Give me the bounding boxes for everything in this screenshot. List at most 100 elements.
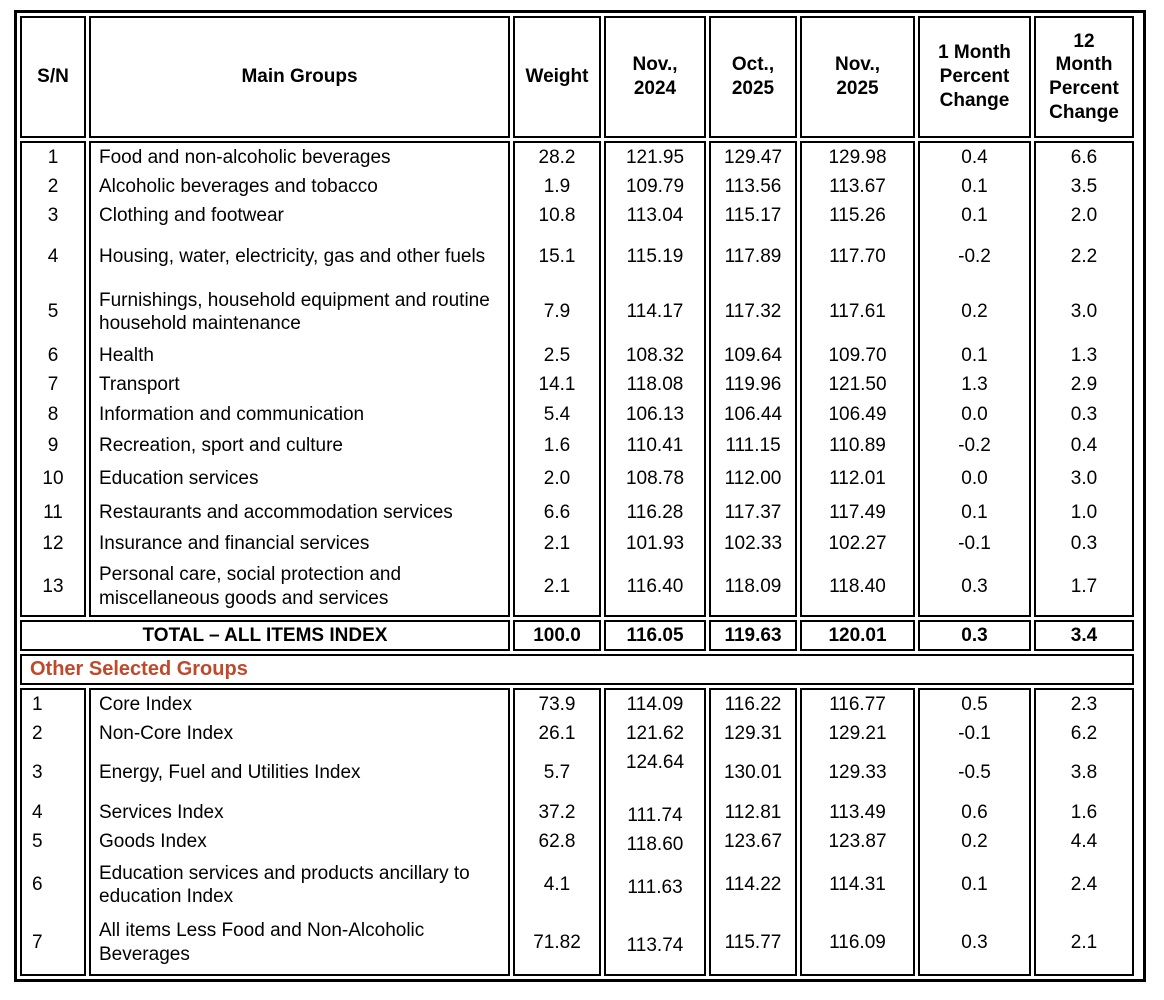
total-oct-2025-cell: 119.63 [709, 620, 797, 651]
oct-2025-cell: 115.77 [724, 931, 782, 953]
nov-2025-column: 116.77 129.21 129.33 113.49 123.87 114.3… [800, 688, 915, 976]
oct-2025-column: 116.22 129.31 130.01 112.81 123.67 114.2… [709, 688, 797, 976]
weight-cell: 2.0 [543, 467, 571, 489]
weight-cell: 15.1 [538, 245, 576, 267]
nov-2025-cell: 110.89 [829, 434, 886, 456]
nov-2024-cell: 114.09 [626, 693, 684, 715]
nov-2025-cell: 109.70 [828, 344, 887, 366]
weight-cell: 5.4 [543, 403, 571, 425]
sn-cell: 4 [47, 245, 59, 267]
oct-2025-cell: 117.32 [724, 301, 782, 323]
other-selected-groups-band-row: Other Selected Groups [20, 654, 1140, 685]
sn-cell: 3 [32, 762, 43, 784]
cpi-table: S/N Main Groups Weight Nov., 2024 Oct., … [14, 10, 1146, 982]
other-selected-groups-body: 1 2 3 4 5 6 7 Core Index Non-Core Index … [20, 688, 1140, 976]
sn-cell: 6 [47, 344, 59, 366]
nov-2024-column: 121.95 109.79 113.04 115.19 114.17 108.3… [604, 141, 706, 617]
nov-2024-cell: 108.32 [625, 344, 685, 366]
one-month-change-cell: 0.3 [961, 931, 988, 953]
one-month-change-cell: 0.5 [961, 693, 988, 715]
nov-2025-cell: 113.67 [829, 175, 886, 197]
sn-cell: 2 [32, 722, 43, 744]
sn-cell: 4 [32, 801, 43, 823]
group-name-cell: Non-Core Index [99, 722, 234, 744]
oct-2025-cell: 119.96 [724, 373, 782, 395]
oct-2025-cell: 116.22 [724, 693, 782, 715]
group-name-cell: Restaurants and accommodation services [99, 501, 453, 523]
sn-column: 1 2 3 4 5 6 7 [20, 688, 86, 976]
sn-cell: 5 [32, 830, 43, 852]
twelve-month-change-cell: 2.1 [1070, 931, 1098, 953]
weight-cell: 10.8 [538, 204, 576, 226]
group-name-cell: Alcoholic beverages and tobacco [99, 175, 378, 197]
oct-2025-cell: 114.22 [724, 874, 782, 896]
oct-2025-column: 129.47 113.56 115.17 117.89 117.32 109.6… [709, 141, 797, 617]
twelve-month-change-cell: 3.0 [1070, 467, 1098, 489]
nov-2025-cell: 121.50 [828, 373, 887, 395]
header-weight: Weight [513, 16, 601, 138]
one-month-change-cell: 0.0 [961, 467, 988, 489]
twelve-month-change-cell: 1.7 [1070, 575, 1098, 597]
nov-2025-cell: 113.49 [829, 801, 886, 823]
nov-2024-cell: 115.19 [626, 245, 684, 267]
sn-cell: 7 [47, 373, 59, 395]
sn-cell: 1 [32, 693, 43, 715]
sn-cell: 10 [42, 467, 64, 489]
one-month-change-cell: 0.1 [961, 874, 988, 896]
group-name-cell: Goods Index [99, 830, 207, 852]
one-month-change-column: 0.4 0.1 0.1 -0.2 0.2 0.1 1.3 0.0 -0.2 0.… [918, 141, 1031, 617]
oct-2025-cell: 123.67 [723, 830, 783, 852]
one-month-change-column: 0.5 -0.1 -0.5 0.6 0.2 0.1 0.3 [918, 688, 1031, 976]
sn-cell: 12 [42, 532, 64, 554]
twelve-month-change-cell: 3.8 [1070, 762, 1098, 784]
twelve-month-change-cell: 1.6 [1070, 801, 1098, 823]
weight-cell: 71.82 [533, 931, 581, 953]
weight-cell: 37.2 [538, 801, 576, 823]
one-month-change-cell: -0.1 [958, 532, 991, 554]
total-weight-cell: 100.0 [513, 620, 601, 651]
twelve-month-change-cell: 6.2 [1070, 722, 1098, 744]
nov-2025-cell: 117.49 [829, 501, 886, 523]
nov-2024-cell: 121.95 [625, 146, 685, 168]
one-month-change-cell: 0.6 [961, 801, 988, 823]
group-name-cell: Clothing and footwear [99, 204, 284, 226]
nov-2024-cell: 116.40 [626, 575, 684, 597]
weight-cell: 2.5 [543, 344, 571, 366]
header-main-groups: Main Groups [89, 16, 510, 138]
twelve-month-change-cell: 2.3 [1070, 693, 1098, 715]
total-nov-2025-cell: 120.01 [800, 620, 915, 651]
one-month-change-cell: 0.1 [961, 204, 988, 226]
one-month-change-cell: 0.3 [961, 575, 988, 597]
header-12-month-change: 12 Month Percent Change [1034, 16, 1134, 138]
weight-cell: 28.2 [538, 146, 576, 168]
total-twelve-month-change-cell: 3.4 [1034, 620, 1134, 651]
twelve-month-change-cell: 2.2 [1070, 245, 1098, 267]
nov-2025-cell: 115.26 [829, 204, 886, 226]
twelve-month-change-cell: 0.3 [1070, 403, 1098, 425]
group-name-cell: Personal care, social protection and mis… [99, 564, 402, 609]
group-name-cell: Energy, Fuel and Utilities Index [99, 762, 361, 784]
nov-2025-cell: 102.27 [828, 532, 887, 554]
nov-2024-cell: 110.41 [626, 434, 684, 456]
group-name-cell: Education services and products ancillar… [99, 862, 470, 907]
group-name-cell: Transport [99, 373, 180, 395]
group-name-cell: Education services [99, 467, 259, 489]
header-nov-2024: Nov., 2024 [604, 16, 706, 138]
nov-2025-cell: 117.70 [829, 245, 886, 267]
total-one-month-change-cell: 0.3 [918, 620, 1031, 651]
sn-cell: 3 [47, 204, 59, 226]
weight-cell: 4.1 [543, 874, 571, 896]
group-name-cell: Services Index [99, 801, 224, 823]
oct-2025-cell: 130.01 [723, 762, 783, 784]
weight-column: 73.9 26.1 5.7 37.2 62.8 4.1 71.82 [513, 688, 601, 976]
weight-cell: 2.1 [543, 575, 571, 597]
nov-2024-cell: 111.74 [627, 804, 683, 826]
nov-2025-cell: 129.98 [828, 146, 887, 168]
total-nov-2024-cell: 116.05 [604, 620, 706, 651]
sn-cell: 6 [32, 874, 43, 896]
oct-2025-cell: 112.00 [724, 467, 782, 489]
oct-2025-cell: 117.89 [724, 245, 782, 267]
header-oct-2025: Oct., 2025 [709, 16, 797, 138]
twelve-month-change-cell: 0.4 [1070, 434, 1098, 456]
sn-cell: 2 [47, 175, 59, 197]
